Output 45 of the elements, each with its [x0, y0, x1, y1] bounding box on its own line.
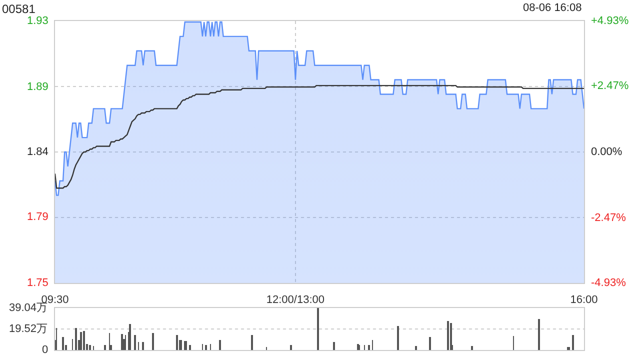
- bar: [80, 332, 82, 350]
- bar: [251, 335, 253, 350]
- bar: [429, 337, 431, 350]
- bar: [142, 342, 144, 350]
- y2-tick-label: +4.93%: [591, 15, 629, 27]
- y-tick-label: 19.52万: [9, 323, 48, 335]
- x-tick-label: 12:00/13:00: [266, 294, 325, 306]
- bar: [415, 346, 417, 350]
- bar: [219, 340, 221, 350]
- bar: [75, 328, 77, 350]
- bar: [333, 342, 335, 350]
- bar: [83, 331, 85, 350]
- bar: [104, 345, 106, 350]
- y2-tick-label: +2.47%: [591, 80, 629, 92]
- chart-title: 00581: [2, 2, 36, 16]
- bar: [317, 308, 319, 350]
- bar: [447, 321, 449, 350]
- bar: [397, 326, 399, 350]
- y2-tick-label: -4.93%: [591, 277, 626, 289]
- y-tick-label: 1.75: [27, 277, 48, 289]
- bar: [290, 345, 292, 350]
- bar: [538, 319, 540, 350]
- y-tick-label: 1.79: [27, 211, 48, 223]
- bar: [89, 345, 91, 350]
- y-tick-label: 1.84: [27, 146, 48, 158]
- bar: [176, 335, 178, 350]
- y-tick-label: 1.93: [27, 15, 48, 27]
- bar: [134, 335, 136, 350]
- bar: [450, 323, 452, 350]
- bar: [152, 333, 154, 350]
- bar: [62, 337, 64, 350]
- line-series: [55, 84, 584, 189]
- bar: [572, 335, 574, 350]
- bar: [205, 345, 207, 350]
- y2-tick-label: -2.47%: [591, 212, 626, 224]
- bar: [129, 324, 131, 350]
- y-tick-label: 1.89: [27, 81, 48, 93]
- bar: [368, 345, 370, 350]
- bar: [189, 345, 191, 350]
- bar: [471, 346, 473, 350]
- x-tick-label: 16:00: [570, 294, 598, 306]
- text: 08-06 16:08: [523, 2, 582, 14]
- bar: [121, 334, 123, 350]
- y-tick-label: 0: [42, 344, 48, 356]
- y2-tick-label: 0.00%: [591, 146, 622, 158]
